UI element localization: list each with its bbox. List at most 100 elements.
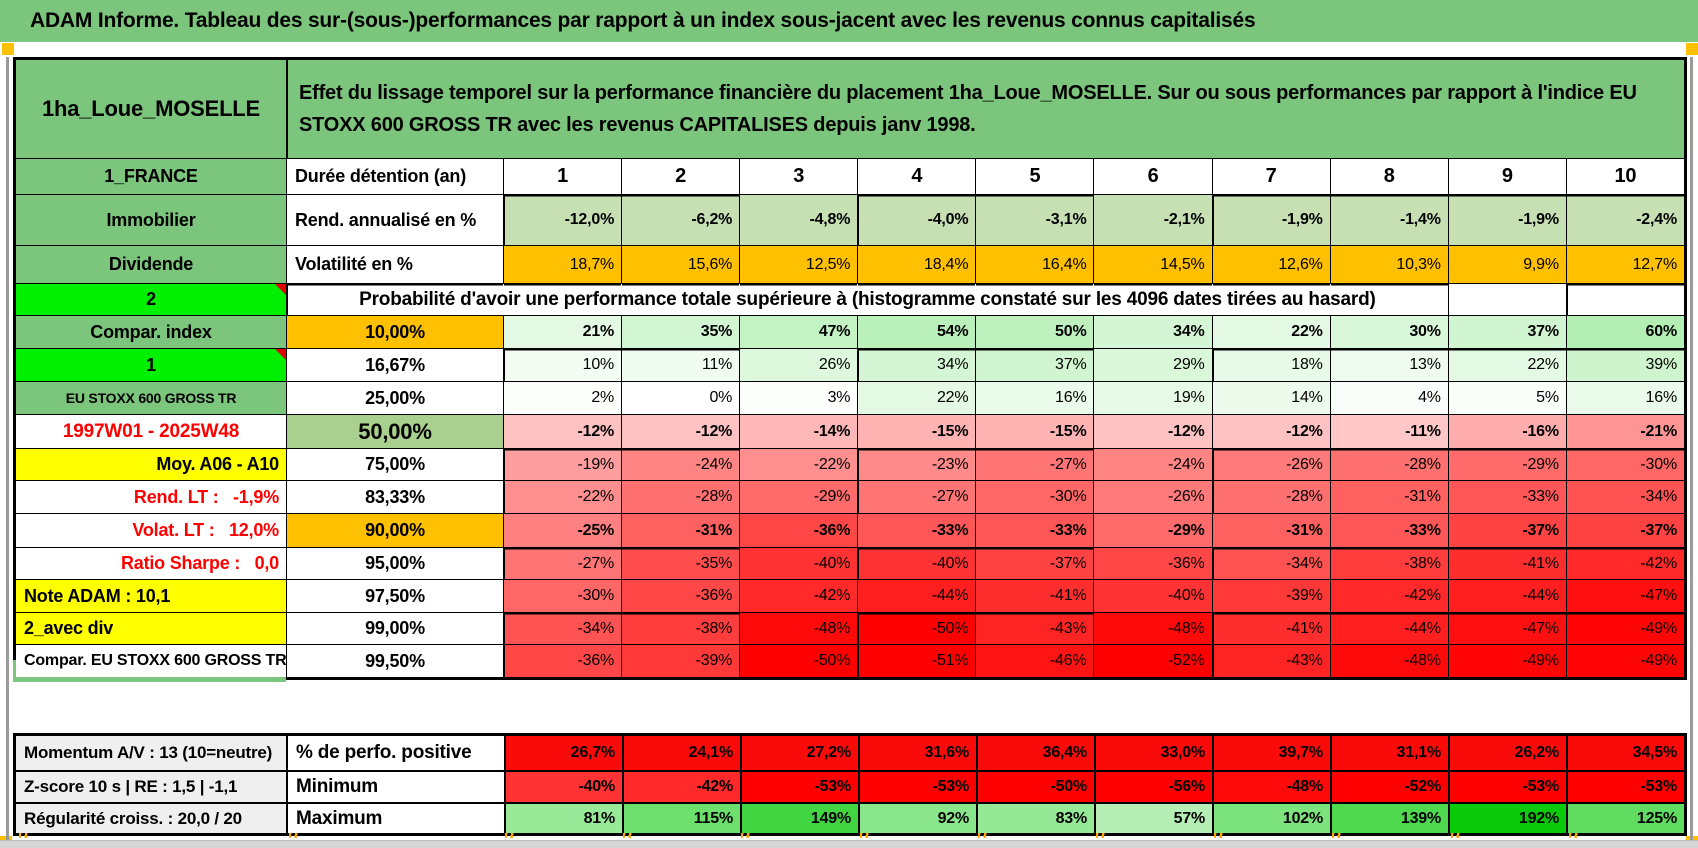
data-cell[interactable]: -42% — [740, 580, 858, 612]
row-label[interactable]: Compar. EU STOXX 600 GROSS TR — [16, 645, 286, 677]
data-cell[interactable]: -42% — [1566, 548, 1684, 579]
col-header-5[interactable]: 5 — [976, 159, 1094, 194]
data-cell[interactable]: -4,8% — [740, 195, 858, 245]
row-label[interactable]: Momentum A/V : 13 (10=neutre) — [16, 736, 286, 770]
data-cell[interactable]: 192% — [1450, 804, 1566, 833]
data-cell[interactable]: -42% — [624, 772, 740, 802]
row-label[interactable]: Moy. A06 - A10 — [16, 449, 286, 480]
data-cell[interactable]: -50% — [858, 613, 976, 644]
data-cell[interactable]: 50% — [976, 316, 1094, 348]
data-cell[interactable]: -25% — [504, 514, 622, 547]
data-cell[interactable]: -44% — [1330, 613, 1448, 644]
data-cell[interactable]: -12,0% — [504, 195, 622, 245]
data-cell[interactable]: -49% — [1566, 613, 1684, 644]
data-cell[interactable]: -42% — [1330, 580, 1448, 612]
row-label[interactable]: Régularité croiss. : 20,0 / 20 — [16, 804, 286, 833]
data-cell[interactable]: 18,4% — [858, 246, 976, 283]
data-cell[interactable]: -48% — [1214, 772, 1330, 802]
data-cell[interactable]: -40% — [1094, 580, 1212, 612]
data-cell[interactable]: -34% — [1212, 548, 1330, 579]
data-cell[interactable]: -22% — [740, 449, 858, 480]
row-label[interactable]: 2 — [16, 284, 286, 315]
data-cell[interactable]: -33% — [976, 514, 1094, 547]
data-cell[interactable]: 34,5% — [1568, 736, 1684, 770]
data-cell[interactable]: -37% — [1566, 514, 1684, 547]
data-cell[interactable]: -22% — [504, 481, 622, 513]
data-cell[interactable]: -40% — [858, 548, 976, 579]
data-cell[interactable]: -40% — [740, 548, 858, 579]
row-label[interactable]: EU STOXX 600 GROSS TR — [16, 382, 286, 414]
data-cell[interactable]: 16% — [1566, 382, 1684, 414]
data-cell[interactable]: -26% — [1212, 449, 1330, 480]
data-cell[interactable]: 9,9% — [1448, 246, 1566, 283]
threshold-cell[interactable]: 16,67% — [287, 349, 503, 381]
data-cell[interactable]: -41% — [1448, 548, 1566, 579]
data-cell[interactable]: 14,5% — [1094, 246, 1212, 283]
data-cell[interactable]: -30% — [1566, 449, 1684, 480]
data-cell[interactable]: -48% — [740, 613, 858, 644]
row-label[interactable]: Z-score 10 s | RE : 1,5 | -1,1 — [16, 772, 286, 802]
threshold-cell[interactable]: 75,00% — [287, 449, 503, 480]
data-cell[interactable]: 37% — [976, 349, 1094, 381]
threshold-cell[interactable]: 99,50% — [287, 645, 503, 677]
stat-label[interactable]: Minimum — [288, 772, 504, 802]
data-cell[interactable]: -15% — [858, 415, 976, 448]
data-cell[interactable]: -40% — [506, 772, 622, 802]
data-cell[interactable]: -2,1% — [1094, 195, 1212, 245]
data-cell[interactable]: 24,1% — [624, 736, 740, 770]
data-cell[interactable]: 2% — [504, 382, 622, 414]
data-cell[interactable]: 26,7% — [506, 736, 622, 770]
data-cell[interactable]: -6,2% — [622, 195, 740, 245]
row-label[interactable]: Compar. index — [16, 316, 286, 348]
data-cell[interactable]: -47% — [1448, 613, 1566, 644]
stat-label[interactable]: % de perfo. positive — [288, 736, 504, 770]
threshold-cell[interactable]: 10,00% — [287, 316, 503, 348]
data-cell[interactable]: 39% — [1566, 349, 1684, 381]
data-cell[interactable]: 149% — [742, 804, 858, 833]
data-cell[interactable]: 31,1% — [1332, 736, 1448, 770]
data-cell[interactable]: -41% — [1212, 613, 1330, 644]
probability-note[interactable]: Probabilité d'avoir une performance tota… — [287, 284, 1448, 315]
data-cell[interactable]: -47% — [1566, 580, 1684, 612]
data-cell[interactable]: -30% — [976, 481, 1094, 513]
data-cell[interactable]: -37% — [976, 548, 1094, 579]
col-header-4[interactable]: 4 — [858, 159, 976, 194]
data-cell[interactable]: 57% — [1096, 804, 1212, 833]
data-cell[interactable]: 30% — [1330, 316, 1448, 348]
row-label[interactable]: 1 — [16, 349, 286, 381]
row-label[interactable]: Rend. LT : -1,9% — [16, 481, 286, 513]
threshold-cell[interactable]: Rend. annualisé en % — [287, 195, 503, 245]
data-cell[interactable]: -28% — [1330, 449, 1448, 480]
data-cell[interactable]: 60% — [1566, 316, 1684, 348]
data-cell[interactable]: -44% — [858, 580, 976, 612]
data-cell[interactable]: -27% — [858, 481, 976, 513]
data-cell[interactable]: 10% — [504, 349, 622, 381]
data-cell[interactable]: 35% — [622, 316, 740, 348]
threshold-cell[interactable]: Durée détention (an) — [287, 159, 503, 194]
data-cell[interactable]: -4,0% — [858, 195, 976, 245]
data-cell[interactable]: -43% — [1212, 645, 1330, 677]
row-label[interactable]: Ratio Sharpe : 0,0 — [16, 548, 286, 579]
data-cell[interactable]: 26,2% — [1450, 736, 1566, 770]
data-cell[interactable]: -33% — [1330, 514, 1448, 547]
data-cell[interactable]: -50% — [740, 645, 858, 677]
threshold-cell[interactable]: 95,00% — [287, 548, 503, 579]
data-cell[interactable]: -36% — [504, 645, 622, 677]
data-cell[interactable]: 21% — [504, 316, 622, 348]
data-cell[interactable]: 22% — [858, 382, 976, 414]
data-cell[interactable]: -35% — [622, 548, 740, 579]
data-cell[interactable]: 27,2% — [742, 736, 858, 770]
data-cell[interactable]: 34% — [1094, 316, 1212, 348]
threshold-cell[interactable]: 97,50% — [287, 580, 503, 612]
data-cell[interactable]: -27% — [504, 548, 622, 579]
data-cell[interactable]: 29% — [1094, 349, 1212, 381]
data-cell[interactable]: -1,9% — [1212, 195, 1330, 245]
data-cell[interactable]: -12% — [504, 415, 622, 448]
data-cell[interactable]: 92% — [860, 804, 976, 833]
data-cell[interactable]: -56% — [1096, 772, 1212, 802]
data-cell[interactable]: -27% — [976, 449, 1094, 480]
data-cell[interactable]: 0% — [622, 382, 740, 414]
data-cell[interactable]: -26% — [1094, 481, 1212, 513]
data-cell[interactable]: -36% — [1094, 548, 1212, 579]
data-cell[interactable]: -53% — [1568, 772, 1684, 802]
